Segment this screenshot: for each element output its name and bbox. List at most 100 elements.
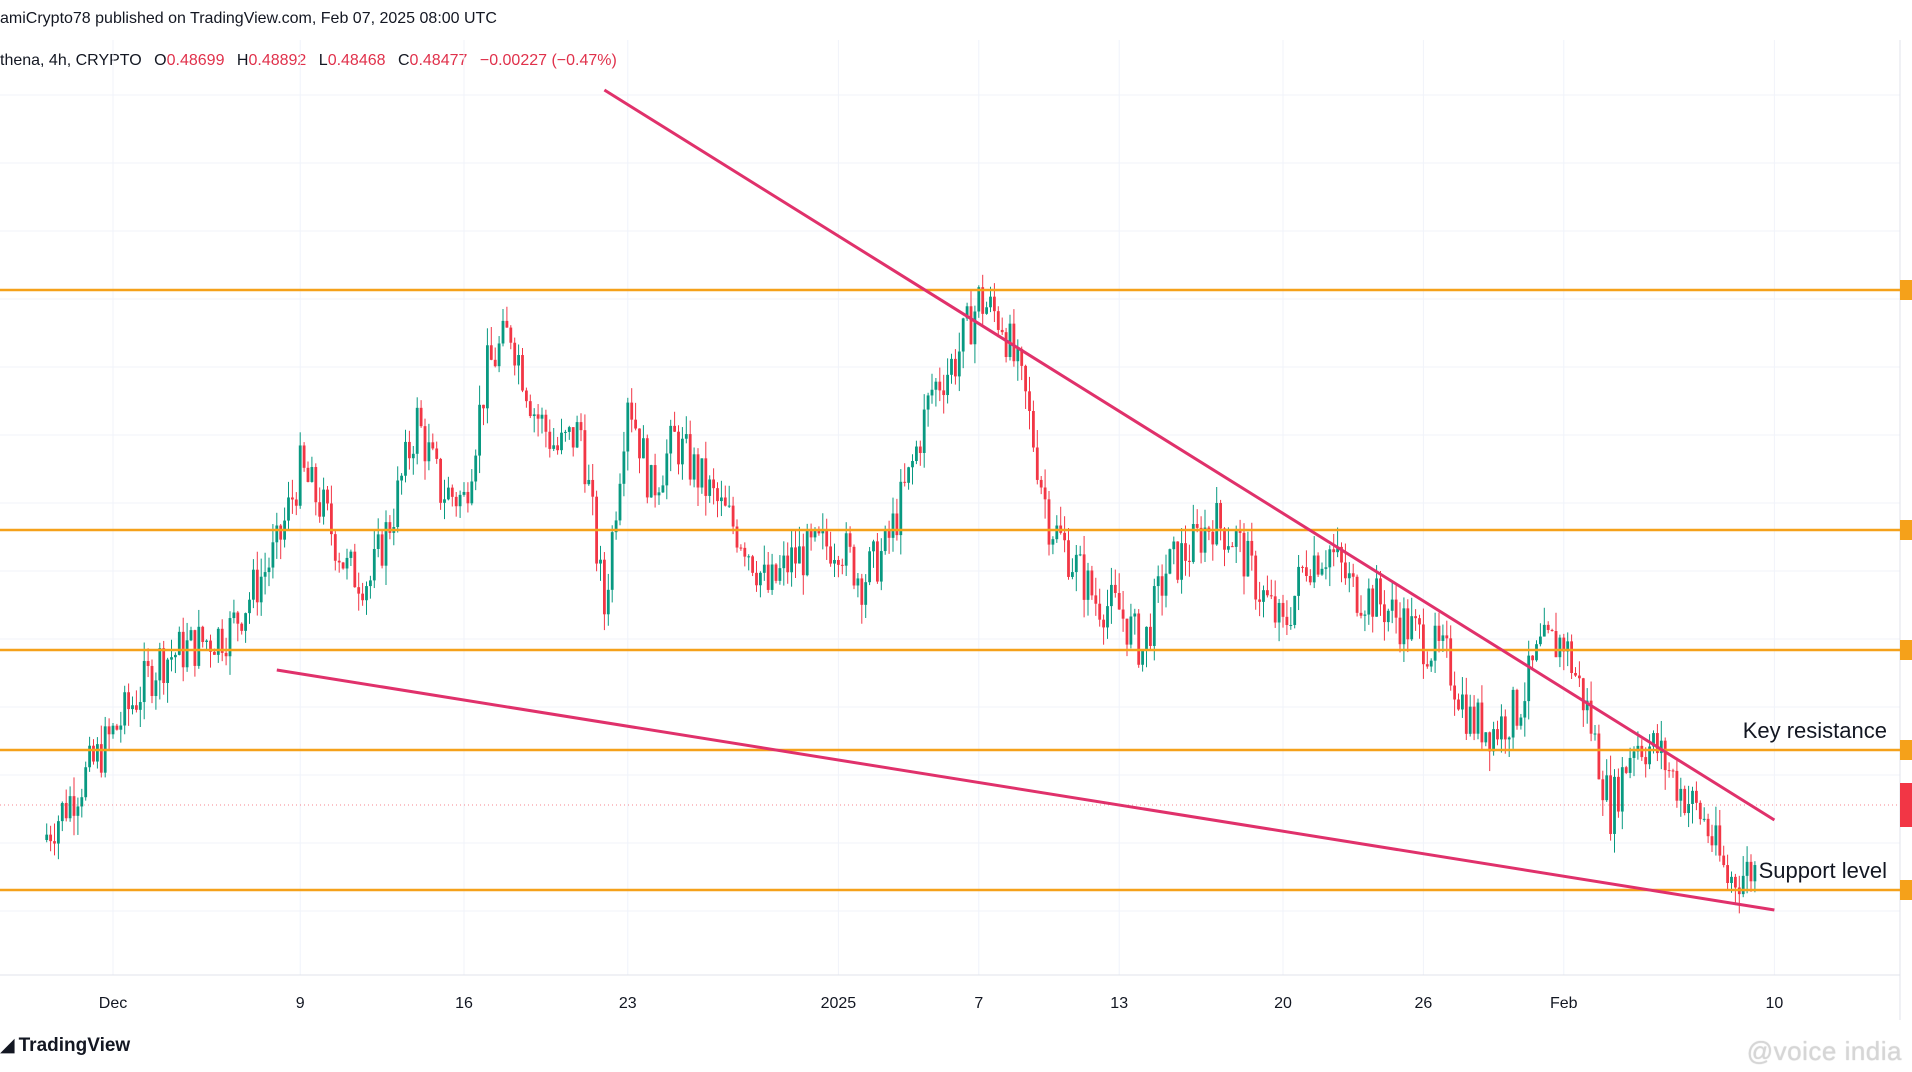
candle-body xyxy=(751,556,754,573)
candle-body xyxy=(333,534,337,561)
candle-body xyxy=(1390,599,1394,611)
candle-body xyxy=(450,487,454,497)
high-value: 0.48892 xyxy=(248,52,307,69)
candle-body xyxy=(821,529,825,534)
candle-body xyxy=(1180,543,1183,580)
candle-body xyxy=(1332,549,1336,553)
candle-body xyxy=(302,445,306,468)
candle-body xyxy=(1141,649,1144,665)
watermark-text: @voice india xyxy=(1746,1036,1902,1066)
candle-body xyxy=(681,438,684,465)
candle-body xyxy=(92,745,95,762)
candle-body xyxy=(1047,499,1051,545)
candle-body xyxy=(119,725,123,730)
candle-body xyxy=(525,390,528,402)
candle-body xyxy=(384,522,388,566)
key-resistance-axis-tag xyxy=(1900,740,1912,760)
candle-body xyxy=(365,586,368,601)
candle-body xyxy=(684,434,688,439)
candle-body xyxy=(1558,637,1562,658)
candle-body xyxy=(486,345,489,409)
candle-body xyxy=(1242,532,1246,577)
candle-body xyxy=(1160,576,1164,596)
candle-body xyxy=(934,381,938,390)
candle-body xyxy=(1238,531,1242,533)
candle-body xyxy=(1285,616,1289,626)
candle-body xyxy=(88,745,91,768)
candle-body xyxy=(123,692,127,726)
x-tick-label: 13 xyxy=(1110,995,1128,1012)
candle-body xyxy=(1063,532,1066,541)
candle-body xyxy=(996,311,1000,330)
candle-body xyxy=(755,572,758,586)
price-chart[interactable]: Dec9162320257132026Feb1017Key resistance… xyxy=(0,0,1912,1020)
close-label: C xyxy=(397,52,410,69)
candle-body xyxy=(915,446,918,462)
candle-body xyxy=(840,564,844,566)
tradingview-logo[interactable]: ◢ TradingView xyxy=(0,1034,130,1057)
candle-body xyxy=(829,546,832,564)
candle-body xyxy=(185,640,189,668)
candle-body xyxy=(1527,655,1531,702)
candle-body xyxy=(1730,876,1733,883)
candle-body xyxy=(626,402,630,452)
publish-info: amiCrypto78 published on TradingView.com… xyxy=(0,10,497,28)
candle-body xyxy=(509,327,513,343)
candle-body xyxy=(45,834,49,840)
candle-body xyxy=(1550,629,1554,632)
candle-body xyxy=(1269,595,1273,597)
candle-body xyxy=(1004,332,1008,358)
candle-body xyxy=(419,407,423,427)
candle-body xyxy=(1500,716,1503,740)
candle-body xyxy=(435,448,439,459)
candle-body xyxy=(673,425,676,432)
candle-body xyxy=(115,725,119,730)
candle-body xyxy=(1043,487,1047,500)
candle-body xyxy=(1227,546,1230,550)
x-tick-label: 16 xyxy=(455,995,473,1012)
candle-body xyxy=(1402,608,1406,645)
candle-body xyxy=(189,630,193,641)
last-price-axis-tag xyxy=(1900,783,1912,827)
candle-body xyxy=(1429,660,1433,667)
level-2-axis-tag xyxy=(1900,520,1912,540)
candle-body xyxy=(1753,865,1757,882)
candle-body xyxy=(1110,584,1113,607)
candle-body xyxy=(294,499,298,506)
candle-body xyxy=(341,562,345,569)
candle-body xyxy=(1706,818,1710,837)
candle-body xyxy=(1199,527,1203,553)
candle-body xyxy=(634,419,637,429)
candle-body xyxy=(1211,531,1215,545)
candle-body xyxy=(1215,503,1219,545)
candle-body xyxy=(1191,524,1195,562)
candle-body xyxy=(423,426,427,462)
candle-body xyxy=(891,513,895,538)
candle-body xyxy=(1488,732,1492,752)
candle-body xyxy=(1351,573,1355,577)
candle-body xyxy=(895,513,899,536)
candle-body xyxy=(415,407,419,454)
candle-body xyxy=(985,307,988,314)
candle-body xyxy=(805,529,809,576)
candle-body xyxy=(946,374,949,396)
candle-body xyxy=(579,422,583,431)
candle-body xyxy=(376,534,380,549)
candle-body xyxy=(53,841,56,844)
candle-body xyxy=(263,572,267,577)
candle-body xyxy=(57,821,60,844)
candle-body xyxy=(142,661,146,703)
candle-body xyxy=(1745,861,1749,876)
candle-body xyxy=(766,564,770,590)
candle-body xyxy=(216,628,220,655)
candle-body xyxy=(1137,613,1141,665)
candle-body xyxy=(1152,586,1156,646)
candle-body xyxy=(1542,624,1546,637)
candle-body xyxy=(922,409,926,453)
candle-body xyxy=(372,548,376,581)
candle-body xyxy=(704,458,708,496)
candle-body xyxy=(174,654,177,658)
candle-body xyxy=(969,306,973,345)
candle-body xyxy=(345,557,349,569)
candle-body xyxy=(1695,790,1698,803)
